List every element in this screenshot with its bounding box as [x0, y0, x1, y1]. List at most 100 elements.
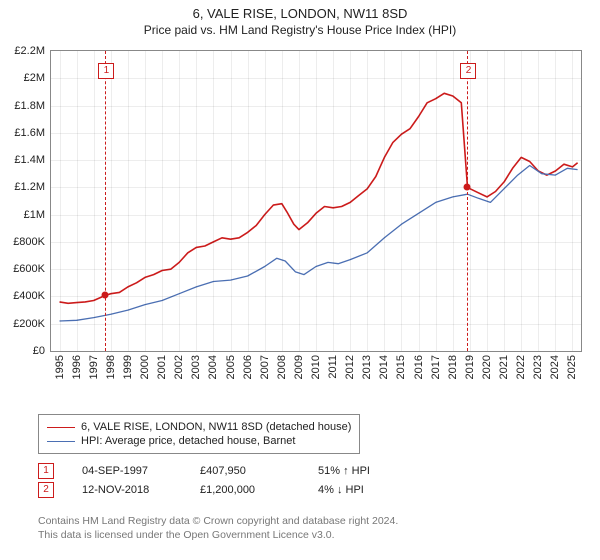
x-tick-label: 2015 — [395, 355, 407, 379]
y-tick-label: £1.2M — [14, 181, 45, 193]
gridline-v — [470, 51, 471, 351]
gridline-v — [265, 51, 266, 351]
x-tick-label: 2024 — [549, 355, 561, 379]
y-tick-label: £0 — [33, 345, 45, 357]
transaction-dot — [464, 184, 471, 191]
gridline-v — [572, 51, 573, 351]
gridline-v — [162, 51, 163, 351]
gridline-v — [555, 51, 556, 351]
title: 6, VALE RISE, LONDON, NW11 8SD — [0, 6, 600, 21]
x-tick-label: 1995 — [54, 355, 66, 379]
gridline-v — [111, 51, 112, 351]
y-tick-label: £1M — [24, 209, 45, 221]
transaction-row: 212-NOV-2018£1,200,0004% ↓ HPI — [38, 482, 370, 498]
x-tick-label: 2016 — [413, 355, 425, 379]
gridline-v — [213, 51, 214, 351]
gridline-v — [350, 51, 351, 351]
x-tick-label: 2017 — [430, 355, 442, 379]
legend-label: 6, VALE RISE, LONDON, NW11 8SD (detached… — [81, 421, 351, 433]
x-tick-label: 2021 — [498, 355, 510, 379]
y-tick-label: £1.8M — [14, 100, 45, 112]
y-tick-label: £1.4M — [14, 154, 45, 166]
x-tick-label: 2009 — [293, 355, 305, 379]
x-tick-label: 2000 — [139, 355, 151, 379]
gridline-v — [231, 51, 232, 351]
x-tick-label: 2018 — [447, 355, 459, 379]
gridline-v — [179, 51, 180, 351]
x-tick-label: 1998 — [105, 355, 117, 379]
y-tick-label: £1.6M — [14, 127, 45, 139]
x-tick-label: 2007 — [259, 355, 271, 379]
gridline-v — [128, 51, 129, 351]
x-tick-label: 2025 — [566, 355, 578, 379]
gridline-v — [521, 51, 522, 351]
gridline-v — [77, 51, 78, 351]
x-tick-label: 2003 — [190, 355, 202, 379]
legend-row: 6, VALE RISE, LONDON, NW11 8SD (detached… — [47, 421, 351, 433]
gridline-v — [316, 51, 317, 351]
gridline-v — [453, 51, 454, 351]
figure-container: { "title": "6, VALE RISE, LONDON, NW11 8… — [0, 0, 600, 560]
x-tick-label: 2006 — [242, 355, 254, 379]
transaction-index: 1 — [38, 463, 54, 479]
gridline-v — [504, 51, 505, 351]
transaction-vline — [467, 51, 468, 351]
gridline-v — [196, 51, 197, 351]
x-tick-label: 2012 — [344, 355, 356, 379]
transaction-dot — [102, 292, 109, 299]
legend-swatch — [47, 427, 75, 428]
gridline-v — [436, 51, 437, 351]
gridline-v — [401, 51, 402, 351]
gridline-v — [333, 51, 334, 351]
series-property — [60, 93, 578, 303]
x-tick-label: 2010 — [310, 355, 322, 379]
gridline-v — [299, 51, 300, 351]
transaction-date: 12-NOV-2018 — [82, 484, 172, 496]
transaction-price: £1,200,000 — [200, 484, 290, 496]
x-tick-label: 1999 — [122, 355, 134, 379]
transaction-table: 104-SEP-1997£407,95051% ↑ HPI212-NOV-201… — [38, 460, 370, 501]
footer-line-2: This data is licensed under the Open Gov… — [38, 528, 398, 542]
x-tick-label: 2013 — [361, 355, 373, 379]
legend-row: HPI: Average price, detached house, Barn… — [47, 435, 351, 447]
transaction-marker-label: 2 — [460, 63, 476, 79]
legend: 6, VALE RISE, LONDON, NW11 8SD (detached… — [38, 414, 360, 454]
x-tick-label: 2004 — [207, 355, 219, 379]
gridline-v — [60, 51, 61, 351]
plot-area: £0£200K£400K£600K£800K£1M£1.2M£1.4M£1.6M… — [50, 50, 582, 352]
gridline-v — [487, 51, 488, 351]
y-tick-label: £400K — [13, 290, 45, 302]
title-block: 6, VALE RISE, LONDON, NW11 8SD Price pai… — [0, 0, 600, 37]
x-tick-label: 2020 — [481, 355, 493, 379]
gridline-v — [538, 51, 539, 351]
x-tick-label: 2001 — [156, 355, 168, 379]
gridline-v — [367, 51, 368, 351]
transaction-marker-label: 1 — [98, 63, 114, 79]
gridline-v — [419, 51, 420, 351]
footer-attribution: Contains HM Land Registry data © Crown c… — [38, 514, 398, 542]
x-tick-label: 1997 — [88, 355, 100, 379]
x-tick-label: 2023 — [532, 355, 544, 379]
y-tick-label: £2.2M — [14, 45, 45, 57]
legend-swatch — [47, 441, 75, 442]
legend-label: HPI: Average price, detached house, Barn… — [81, 435, 295, 447]
x-tick-label: 2014 — [378, 355, 390, 379]
x-tick-label: 2022 — [515, 355, 527, 379]
transaction-date: 04-SEP-1997 — [82, 465, 172, 477]
x-tick-label: 2008 — [276, 355, 288, 379]
footer-line-1: Contains HM Land Registry data © Crown c… — [38, 514, 398, 528]
series-hpi — [60, 166, 578, 322]
y-tick-label: £600K — [13, 263, 45, 275]
transaction-vline — [105, 51, 106, 351]
gridline-v — [94, 51, 95, 351]
gridline-v — [384, 51, 385, 351]
transaction-index: 2 — [38, 482, 54, 498]
y-tick-label: £200K — [13, 318, 45, 330]
chart: £0 £200K £400K £600K £800K £1M £1.2M £1.4M £1.6M… — [0, 44, 600, 404]
subtitle: Price paid vs. HM Land Registry's House … — [0, 23, 600, 37]
x-tick-label: 1996 — [71, 355, 83, 379]
y-tick-label: £800K — [13, 236, 45, 248]
gridline-v — [248, 51, 249, 351]
x-tick-label: 2019 — [464, 355, 476, 379]
x-tick-label: 2011 — [327, 355, 339, 379]
